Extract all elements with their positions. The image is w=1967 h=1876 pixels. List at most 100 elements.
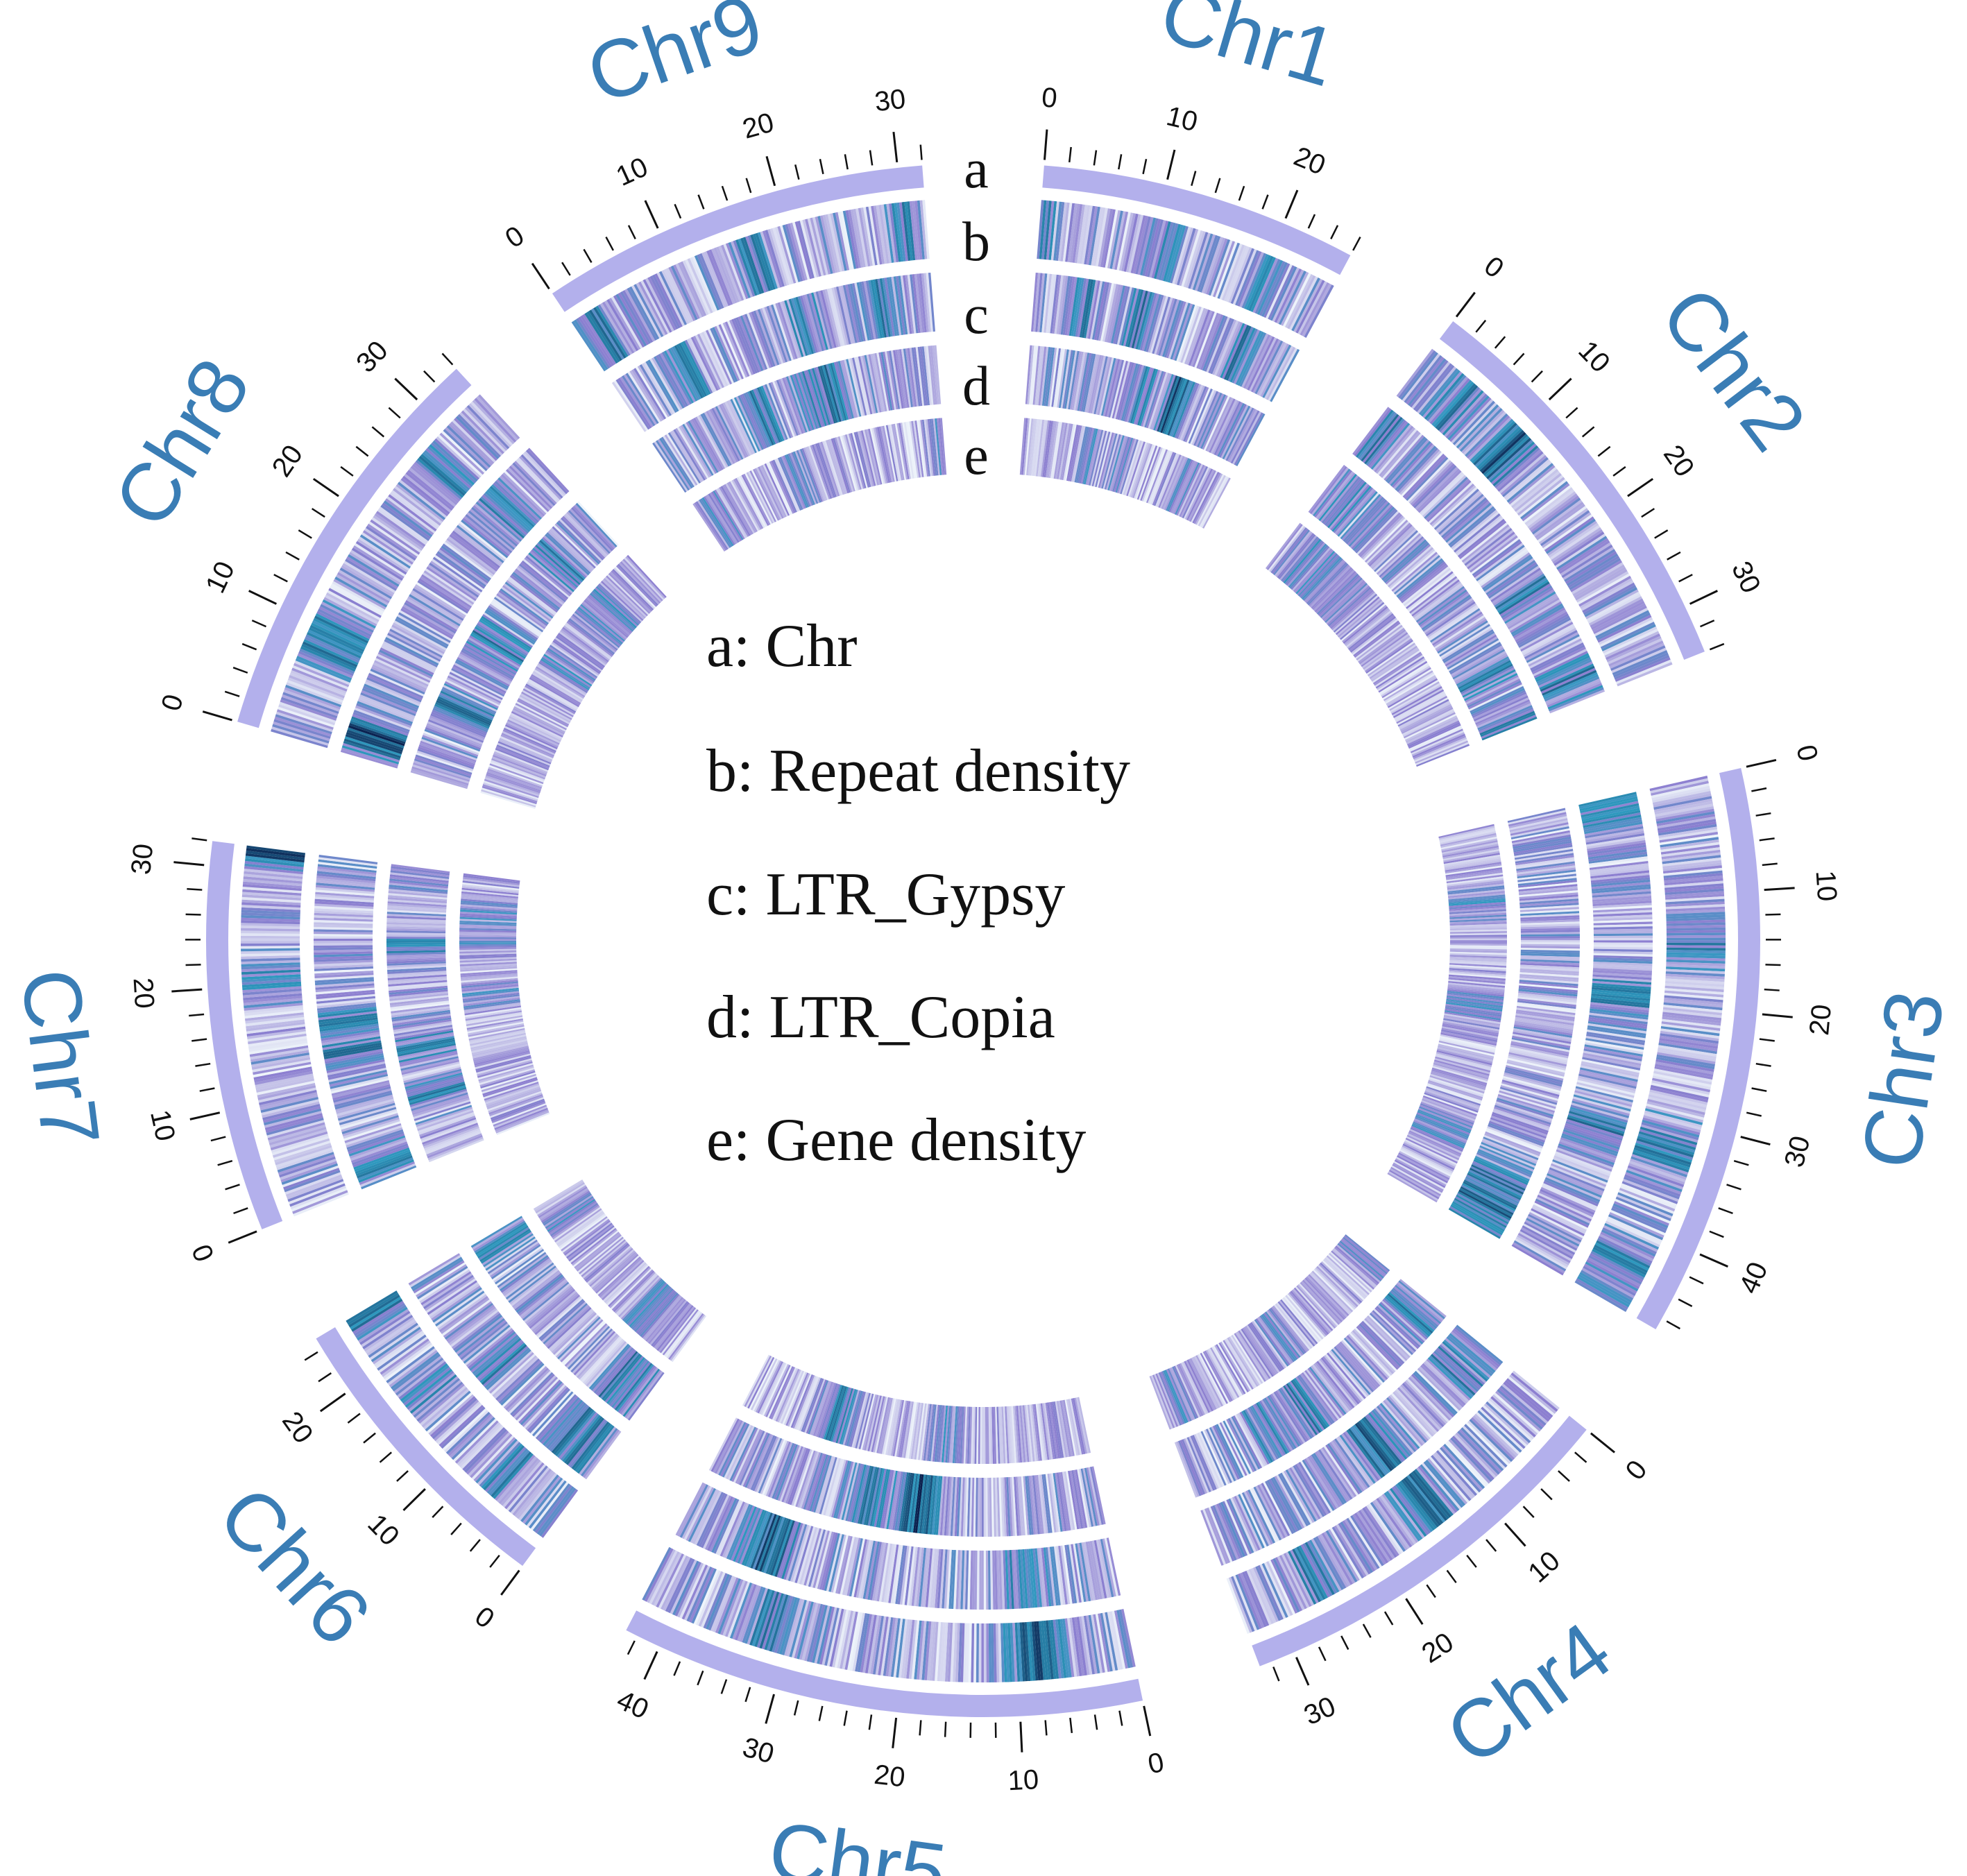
- chr6-repeat-density-bin: [429, 1396, 476, 1438]
- chr7-ltr-copia-bin: [415, 1105, 472, 1125]
- chr7-ltr-gypsy-bin: [357, 1155, 413, 1179]
- chr8-gene-density-bin: [507, 719, 560, 745]
- chr4-ltr-gypsy-bin: [1383, 1400, 1424, 1447]
- chr5-repeat-density-bin: [1026, 1621, 1033, 1681]
- chr2-ltr-copia-bin: [1479, 710, 1535, 735]
- chr5-ltr-copia-bin: [1021, 1476, 1028, 1535]
- chr2-repeat-density-bin: [1609, 642, 1665, 669]
- chr4-repeat-density-bin: [1427, 1458, 1467, 1505]
- chr1-ltr-copia-bin: [1142, 370, 1162, 427]
- chr1-repeat-density-bin: [1109, 210, 1123, 269]
- chr5-ltr-copia-bin: [813, 1455, 832, 1513]
- chr5-ltr-copia-bin: [948, 1476, 954, 1536]
- chr5-gene-density-bin: [894, 1400, 906, 1457]
- chr5-gene-density-bin: [939, 1405, 946, 1463]
- chr3-ltr-gypsy-bin: [1593, 916, 1653, 921]
- chr4-repeat-density-bin: [1358, 1510, 1393, 1561]
- chr3-ltr-copia-bin: [1519, 978, 1578, 984]
- chr7-gene-density-bin: [459, 913, 517, 918]
- chr6-ltr-gypsy-bin: [473, 1336, 520, 1376]
- chr5-gene-density-bin: [775, 1368, 800, 1422]
- chr3-gene-density-bin: [1446, 1000, 1503, 1010]
- chr7-repeat-density-bin: [253, 1066, 312, 1080]
- chr3-gene-density-bin: [1444, 1012, 1501, 1023]
- chr4-repeat-density-bin: [1304, 1542, 1335, 1596]
- chr6-repeat-density-bin: [536, 1486, 574, 1535]
- chr4-repeat-density-bin: [1354, 1512, 1389, 1564]
- chr2-ltr-copia-bin: [1442, 631, 1495, 663]
- chr4-gene-density-bin: [1236, 1331, 1270, 1380]
- chr5-ltr-gypsy-bin: [876, 1542, 889, 1602]
- chr3-gene-density-bin: [1442, 849, 1500, 861]
- chr2-gene-density-bin: [1399, 704, 1452, 731]
- chr3-repeat-density-bin: [1666, 930, 1726, 934]
- chr8-ltr-copia-bin: [425, 725, 482, 749]
- chr8-ltr-gypsy-bin: [414, 586, 466, 620]
- chr8-ltr-gypsy-bin: [342, 742, 400, 762]
- chr8-repeat-density-bin: [338, 570, 391, 602]
- chr1-ltr-gypsy-bin: [1143, 294, 1162, 352]
- chr5-ltr-copia-bin: [1000, 1477, 1005, 1537]
- chr4-gene-density-bin: [1313, 1268, 1356, 1310]
- chr3-ltr-gypsy-bin: [1593, 926, 1653, 930]
- chr2-repeat-density-bin: [1415, 364, 1455, 412]
- chr1-ltr-copia-bin: [1166, 379, 1188, 435]
- chr3-ltr-gypsy-bin: [1569, 1107, 1628, 1125]
- chr5-ltr-copia-bin: [733, 1428, 760, 1483]
- chr5-gene-density-bin: [770, 1367, 795, 1420]
- chr5-gene-density-bin: [778, 1370, 803, 1424]
- chr4-ltr-gypsy-bin: [1344, 1431, 1381, 1480]
- chr3-ltr-copia-bin: [1513, 838, 1572, 851]
- chr3-gene-density-bin: [1447, 876, 1504, 885]
- chr5-repeat-density-bin: [947, 1622, 953, 1682]
- chr2-ltr-copia-bin: [1447, 640, 1500, 672]
- chr7-gene-density-bin: [490, 1098, 545, 1120]
- chr3-gene-density-bin: [1449, 911, 1506, 916]
- chr5-repeat-density-bin: [855, 1613, 868, 1672]
- chr7-ltr-gypsy-bin: [346, 1127, 403, 1148]
- chr3-ltr-gypsy-bin: [1566, 1118, 1624, 1139]
- chr6-repeat-density-bin: [346, 1290, 398, 1323]
- chr5-ltr-copia-bin: [888, 1471, 900, 1530]
- chr6-gene-density-bin: [547, 1198, 596, 1232]
- chr4-ltr-copia-bin: [1251, 1405, 1283, 1458]
- chr8-repeat-density-bin: [394, 486, 443, 525]
- chr8-ltr-copia-bin: [493, 597, 544, 633]
- chr7-repeat-density-bin: [246, 851, 305, 860]
- chr2-gene-density-bin: [1378, 660, 1428, 693]
- chr5-repeat-density-bin: [806, 1603, 824, 1662]
- chr4-repeat-density-bin: [1228, 1577, 1252, 1633]
- chr5-repeat-density-bin: [1036, 1621, 1044, 1680]
- chr2-ltr-copia-bin: [1352, 506, 1395, 551]
- chr5-repeat-density-track: [642, 1546, 1136, 1682]
- chr7-ltr-gypsy-bin: [316, 878, 375, 886]
- chr2-ltr-gypsy-bin: [1460, 522, 1508, 561]
- chr6-ltr-gypsy-bin: [500, 1363, 545, 1406]
- chr7-ltr-gypsy-bin: [314, 943, 373, 946]
- chr1-ltr-gypsy-bin: [1125, 289, 1141, 347]
- chr8-ltr-gypsy-bin: [485, 491, 531, 533]
- chr8-ltr-gypsy-bin: [367, 674, 423, 701]
- chr3-gene-density-bin: [1447, 887, 1505, 895]
- chr5-ltr-gypsy-bin: [996, 1550, 1000, 1610]
- chr3-gene-density-bin: [1423, 1093, 1478, 1115]
- chr8-gene-density-bin: [529, 675, 581, 706]
- chr3-gene-density-bin: [1406, 1136, 1459, 1162]
- chr6-gene-density-bin: [546, 1197, 595, 1231]
- chr7-ltr-copia-bin: [395, 1030, 454, 1043]
- chr5-ltr-copia-bin: [939, 1476, 946, 1535]
- chr4-ltr-copia-bin: [1331, 1349, 1371, 1395]
- chr2-gene-density-bin: [1377, 659, 1427, 692]
- chr1-ltr-copia-bin: [1059, 349, 1069, 409]
- chr7-gene-density-bin: [461, 895, 518, 902]
- chr7-repeat-density-bin: [248, 1038, 307, 1050]
- chr8-ltr-gypsy-bin: [474, 503, 521, 544]
- chr1-gene-density-bin: [1052, 422, 1062, 479]
- chr8-ltr-copia-bin: [557, 520, 602, 563]
- chr5-gene-density-bin: [833, 1388, 852, 1443]
- chr3-gene-density-bin: [1395, 1158, 1447, 1187]
- chr8-gene-density-bin: [488, 767, 543, 787]
- chr2-ltr-copia-bin: [1479, 708, 1534, 734]
- chr2-ltr-gypsy-bin: [1395, 445, 1437, 491]
- chr7-gene-density-bin: [469, 1030, 525, 1043]
